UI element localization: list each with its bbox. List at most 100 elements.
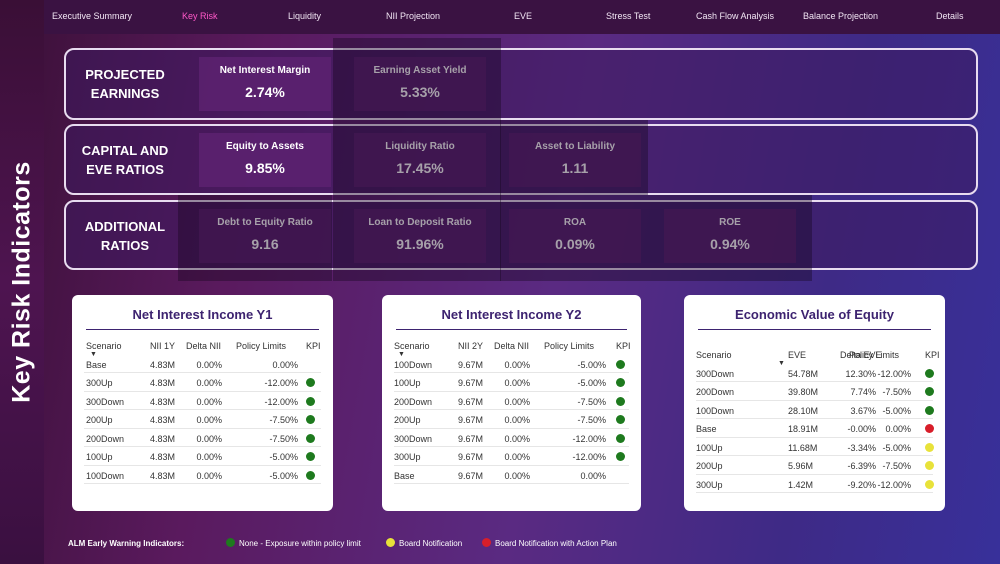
kpi-value: 0.94% bbox=[710, 236, 750, 252]
kpi-status-dot-green bbox=[306, 470, 315, 480]
cell-scenario: 200Up bbox=[696, 461, 723, 471]
col-header-scenario[interactable]: Scenario bbox=[394, 341, 430, 351]
col-header-kpi[interactable]: KPI bbox=[306, 341, 321, 351]
nav-tab-details[interactable]: Details bbox=[936, 11, 964, 21]
nav-tab-liquidity[interactable]: Liquidity bbox=[288, 11, 322, 21]
panel-title: Net Interest Income Y1 bbox=[132, 307, 273, 322]
kpi-debt-to-equity[interactable]: Debt to Equity Ratio 9.16 bbox=[199, 209, 331, 263]
col-header-scenario[interactable]: Scenario bbox=[696, 350, 732, 360]
col-header-scenario[interactable]: Scenario bbox=[86, 341, 122, 351]
table-row: 300Up 1.42M -9.20% -12.00% bbox=[696, 475, 934, 493]
nav-tab-key-risk[interactable]: Key Risk bbox=[182, 11, 218, 21]
table-row: 100Down 4.83M 0.00% -5.00% bbox=[84, 466, 321, 484]
nav-tab-eve[interactable]: EVE bbox=[514, 11, 533, 21]
col-header-delta[interactable]: Delta NII bbox=[186, 341, 222, 351]
cell-delta: 7.74% bbox=[850, 387, 876, 397]
table-row: 200Up 5.96M -6.39% -7.50% bbox=[696, 456, 934, 475]
kpi-earning-asset-yield[interactable]: Earning Asset Yield 5.33% bbox=[354, 57, 486, 111]
col-header-delta[interactable]: Delta EVE bbox=[840, 350, 882, 360]
cell-value: 4.83M bbox=[150, 396, 176, 407]
cell-delta: 0.00% bbox=[196, 433, 222, 444]
nav-tab-cash-flow-analysis[interactable]: Cash Flow Analysis bbox=[696, 11, 775, 21]
nav-tab-executive-summary[interactable]: Executive Summary bbox=[52, 11, 133, 21]
col-header-kpi[interactable]: KPI bbox=[616, 341, 631, 351]
cell-scenario: 200Down bbox=[696, 387, 735, 397]
cell-value: 39.80M bbox=[788, 387, 819, 397]
col-header-value[interactable]: EVE bbox=[788, 350, 807, 360]
kpi-status-dot-yellow bbox=[925, 479, 934, 489]
cell-delta: -3.34% bbox=[847, 442, 876, 453]
cell-policy-limit: -5.00% bbox=[577, 378, 606, 388]
col-header-kpi[interactable]: KPI bbox=[925, 350, 940, 360]
row-label-line2: EARNINGS bbox=[90, 86, 160, 101]
cell-delta: 0.00% bbox=[504, 396, 530, 407]
kpi-equity-to-assets[interactable]: Equity to Assets 9.85% bbox=[199, 133, 331, 187]
row-label-projected-earnings: PROJECTED EARNINGS bbox=[66, 65, 184, 103]
cell-delta: 0.00% bbox=[196, 359, 222, 370]
kpi-status-dot-green bbox=[616, 415, 625, 424]
cell-policy-limit: -7.50% bbox=[269, 415, 298, 425]
sort-descending-icon[interactable]: ▼ bbox=[90, 351, 97, 358]
projected-earnings-row: PROJECTED EARNINGS Net Interest Margin 2… bbox=[64, 48, 978, 120]
nav-tab-stress-test[interactable]: Stress Test bbox=[606, 11, 651, 21]
kpi-roa[interactable]: ROA 0.09% bbox=[509, 209, 641, 263]
col-header-delta[interactable]: Delta NII bbox=[494, 341, 530, 351]
kpi-title: Asset to Liability bbox=[534, 141, 615, 152]
sort-descending-icon[interactable]: ▼ bbox=[398, 351, 405, 358]
panel-eve: Economic Value of Equity Scenario EVE Delt… bbox=[684, 295, 945, 511]
table-header: Scenario EVE Delta EVE Policy Limits KPI ▼ bbox=[696, 345, 940, 367]
cell-value: 54.78M bbox=[788, 368, 819, 379]
kpi-status-dot-green bbox=[306, 415, 315, 424]
col-header-limits[interactable]: Policy Limits bbox=[849, 350, 900, 360]
cell-value: 4.83M bbox=[150, 415, 176, 425]
cell-scenario: 300Up bbox=[86, 378, 113, 388]
cell-scenario: 300Up bbox=[394, 452, 421, 462]
table: Scenario EVE Delta EVE Policy Limits KPI ▼ 300… bbox=[696, 345, 940, 493]
cell-policy-limit: -7.50% bbox=[269, 433, 298, 444]
col-header-limits[interactable]: Policy Limits bbox=[236, 341, 287, 351]
panel-nii-y1: Net Interest Income Y1 Scenario NII 1Y Del… bbox=[72, 295, 333, 511]
kpi-asset-to-liability[interactable]: Asset to Liability 1.11 bbox=[509, 133, 641, 187]
nav-tab-balance-projection[interactable]: Balance Projection bbox=[803, 11, 879, 21]
kpi-status-dot-red bbox=[925, 424, 934, 433]
cell-value: 4.83M bbox=[150, 359, 176, 370]
cell-scenario: 200Up bbox=[394, 415, 421, 425]
table-row: 300Down 54.78M 12.30% -12.00% bbox=[696, 364, 934, 382]
nav-tab-nii-projection[interactable]: NII Projection bbox=[386, 11, 441, 21]
cell-value: 4.83M bbox=[150, 452, 176, 462]
table-row: 200Up 4.83M 0.00% -7.50% bbox=[84, 410, 321, 429]
row-label-line2: EVE RATIOS bbox=[86, 162, 164, 177]
kpi-liquidity-ratio[interactable]: Liquidity Ratio 17.45% bbox=[354, 133, 486, 187]
table-header: Scenario NII 2Y Delta NII Policy Limits KPI ▼ bbox=[394, 336, 631, 358]
side-title-strip: Key Risk Indicators bbox=[0, 0, 44, 564]
kpi-status-dot-yellow bbox=[925, 442, 934, 452]
table-header: Scenario NII 1Y Delta NII Policy Limits KPI ▼ bbox=[84, 336, 321, 358]
cell-scenario: Base bbox=[86, 359, 107, 370]
kpi-status-dot-yellow bbox=[925, 461, 934, 470]
legend-dot-red bbox=[482, 538, 491, 547]
panel-title: Net Interest Income Y2 bbox=[441, 307, 582, 322]
col-header-value[interactable]: NII 1Y bbox=[150, 341, 176, 351]
cell-policy-limit: -12.00% bbox=[877, 479, 911, 490]
cell-policy-limit: -7.50% bbox=[577, 415, 606, 425]
kpi-title: Equity to Assets bbox=[226, 141, 304, 152]
sort-descending-icon[interactable]: ▼ bbox=[778, 360, 785, 367]
kpi-roe[interactable]: ROE 0.94% bbox=[664, 209, 796, 263]
table-row: 100Down 28.10M 3.67% -5.00% bbox=[696, 401, 934, 419]
cell-value: 9.67M bbox=[458, 452, 484, 462]
col-header-value[interactable]: NII 2Y bbox=[458, 341, 484, 351]
cell-scenario: 100Down bbox=[86, 470, 125, 481]
title-divider bbox=[396, 329, 627, 330]
cell-delta: -0.00% bbox=[847, 424, 876, 434]
legend-dot-yellow bbox=[386, 538, 395, 547]
kpi-status-dot-green bbox=[925, 405, 934, 415]
kpi-loan-to-deposit[interactable]: Loan to Deposit Ratio 91.96% bbox=[354, 209, 486, 263]
table-row: 200Down 4.83M 0.00% -7.50% bbox=[84, 429, 321, 447]
cell-delta: 0.00% bbox=[504, 378, 530, 388]
cell-scenario: 200Up bbox=[86, 415, 113, 425]
cell-delta: 0.00% bbox=[504, 415, 530, 425]
cell-scenario: 300Up bbox=[696, 479, 723, 490]
kpi-net-interest-margin[interactable]: Net Interest Margin 2.74% bbox=[199, 57, 331, 111]
col-header-limits[interactable]: Policy Limits bbox=[544, 341, 595, 351]
kpi-status-dot-green bbox=[306, 452, 315, 461]
